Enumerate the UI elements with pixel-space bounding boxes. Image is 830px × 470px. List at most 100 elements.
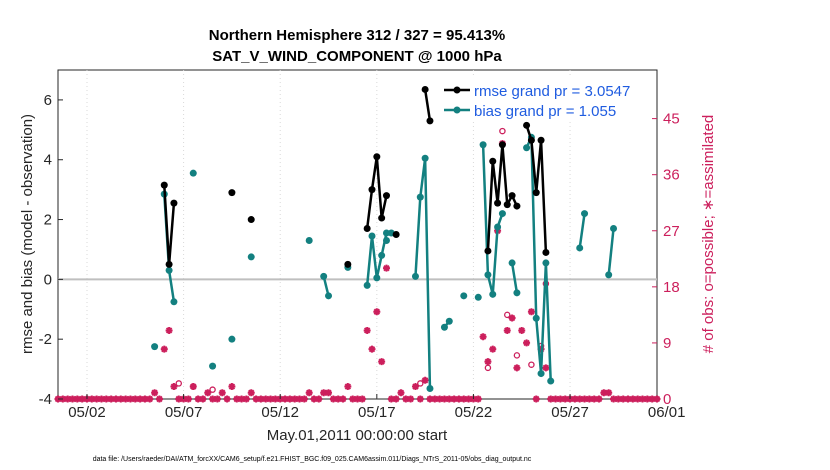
assimilated-point xyxy=(117,395,125,403)
bias-point xyxy=(305,236,313,244)
assimilated-point xyxy=(397,389,405,397)
assimilated-point xyxy=(122,395,130,403)
assimilated-point xyxy=(610,395,618,403)
assimilated-point xyxy=(600,389,608,397)
assimilated-point xyxy=(281,395,289,403)
rmse-point xyxy=(542,248,550,256)
assimilated-point xyxy=(252,395,260,403)
assimilated-point xyxy=(508,314,516,322)
y-axis-left-label: rmse and bias (model - observation) xyxy=(19,114,36,354)
possible-point xyxy=(528,361,535,368)
assimilated-point xyxy=(165,326,173,334)
assimilated-point xyxy=(474,395,482,403)
y-axis-right-label: # of obs: o=possible; ∗=assimilated xyxy=(700,115,717,354)
assimilated-point xyxy=(484,358,492,366)
assimilated-point xyxy=(233,395,241,403)
assimilated-point xyxy=(218,389,226,397)
assimilated-point xyxy=(605,389,613,397)
assimilated-point xyxy=(155,395,163,403)
bias-point xyxy=(382,229,390,237)
assimilated-point xyxy=(194,395,202,403)
assimilated-point xyxy=(189,383,197,391)
y-tick-label: 2 xyxy=(44,212,52,229)
bias-line xyxy=(578,213,586,249)
rmse-line xyxy=(423,89,432,122)
assimilated-point xyxy=(518,326,526,334)
assimilated-point xyxy=(581,395,589,403)
assimilated-point xyxy=(590,395,598,403)
assimilated-point xyxy=(93,395,101,403)
possible-point xyxy=(209,386,216,393)
assimilated-point xyxy=(629,395,637,403)
rmse-point xyxy=(523,121,531,129)
bias-point xyxy=(228,335,236,343)
assimilated-point xyxy=(102,395,110,403)
assimilated-point xyxy=(639,395,647,403)
y-right-tick-label: 0 xyxy=(663,391,671,408)
bias-point xyxy=(513,289,521,297)
chart-subtitle: SAT_V_WIND_COMPONENT @ 1000 hPa xyxy=(212,48,502,65)
assimilated-point xyxy=(291,395,299,403)
assimilated-point xyxy=(479,333,487,341)
footnote: data file: /Users/raeder/DAI/ATM_forcXX/… xyxy=(93,456,532,463)
bias-point xyxy=(320,272,328,280)
assimilated-point xyxy=(296,395,304,403)
assimilated-point xyxy=(619,395,627,403)
rmse-point xyxy=(489,157,497,165)
bias-point xyxy=(363,281,371,289)
assimilated-point xyxy=(310,395,318,403)
assimilated-point xyxy=(358,395,366,403)
rmse-point xyxy=(392,231,400,238)
bias-point xyxy=(610,225,618,233)
bias-point xyxy=(170,298,178,306)
assimilated-point xyxy=(460,395,468,403)
assimilated-point xyxy=(175,395,183,403)
rmse-point xyxy=(170,199,178,207)
assimilated-point xyxy=(213,395,221,403)
bias-point xyxy=(416,193,424,201)
assimilated-point xyxy=(561,395,569,403)
legend-rmse-label: rmse grand pr = 3.0547 xyxy=(474,83,630,100)
assimilated-point xyxy=(223,395,231,403)
assimilated-point xyxy=(513,364,521,372)
assimilated-point xyxy=(64,395,72,403)
assimilated-point xyxy=(595,395,603,403)
plot-area xyxy=(54,69,661,403)
assimilated-point xyxy=(344,383,352,391)
assimilated-point xyxy=(204,389,212,397)
assimilated-point xyxy=(238,395,246,403)
assimilated-point xyxy=(402,395,410,403)
assimilated-point xyxy=(614,395,622,403)
assimilated-point xyxy=(73,395,81,403)
assimilated-point xyxy=(465,395,473,403)
assimilated-point xyxy=(373,308,381,316)
assimilated-point xyxy=(571,395,579,403)
bias-point xyxy=(445,317,453,325)
bias-point xyxy=(537,370,545,378)
rmse-point xyxy=(508,192,516,200)
possible-point xyxy=(499,127,506,135)
rmse-point xyxy=(426,117,434,125)
possible-point xyxy=(503,311,511,319)
possible-point xyxy=(513,352,521,359)
assimilated-point xyxy=(271,395,279,403)
bias-point xyxy=(489,290,497,298)
assimilated-point xyxy=(416,395,424,403)
bias-point xyxy=(421,154,429,162)
assimilated-point xyxy=(411,383,419,391)
assimilated-point xyxy=(325,389,333,397)
assimilated-point xyxy=(354,395,361,403)
rmse-point xyxy=(537,136,545,144)
assimilated-point xyxy=(455,395,463,403)
bias-point xyxy=(542,259,550,267)
bias-point xyxy=(532,314,540,322)
x-tick-label: 05/22 xyxy=(455,404,493,421)
assimilated-point xyxy=(315,395,323,403)
legend: rmse grand pr = 3.0547 bias grand pr = 1… xyxy=(440,78,652,120)
assimilated-point xyxy=(368,345,376,353)
rmse-point xyxy=(532,189,540,197)
assimilated-point xyxy=(421,376,429,384)
x-tick-label: 05/17 xyxy=(358,404,396,421)
legend-rmse-marker xyxy=(453,86,461,94)
rmse-point xyxy=(378,214,386,222)
